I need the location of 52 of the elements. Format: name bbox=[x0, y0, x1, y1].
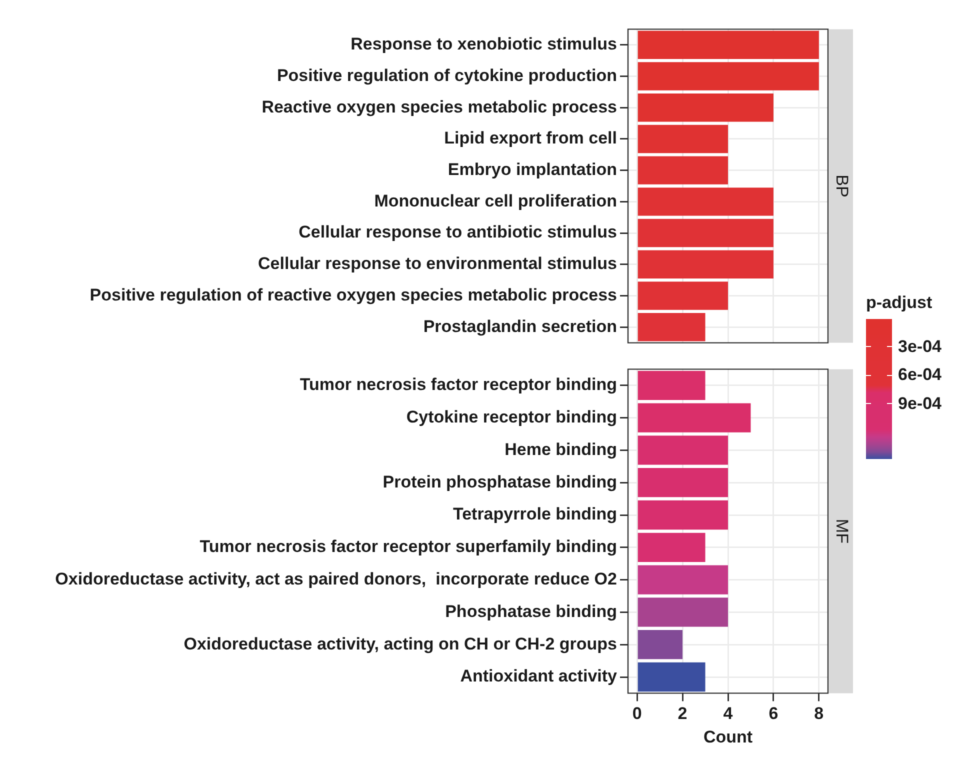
bar bbox=[638, 630, 683, 660]
y-tick-label: Response to xenobiotic stimulus bbox=[350, 34, 617, 54]
bar bbox=[638, 500, 728, 530]
bar bbox=[638, 93, 774, 122]
bar bbox=[638, 370, 706, 400]
bar bbox=[638, 282, 728, 310]
y-tick-label: Cytokine receptor binding bbox=[406, 407, 617, 426]
bar bbox=[638, 156, 728, 184]
y-tick-label: Antioxidant activity bbox=[460, 666, 618, 686]
bar bbox=[638, 188, 774, 216]
text: BP bbox=[832, 174, 852, 198]
x-tick-label: 2 bbox=[678, 704, 688, 724]
y-tick-label: Embryo implantation bbox=[448, 160, 617, 180]
y-tick-label: Cellular response to antibiotic stimulus bbox=[298, 222, 617, 242]
bar bbox=[638, 468, 728, 498]
y-tick-label: Tumor necrosis factor receptor superfamily binding bbox=[200, 537, 617, 556]
bar bbox=[638, 218, 774, 248]
color-bar-label: 6e-04 bbox=[898, 365, 942, 386]
y-tick-label: Oxidoreductase activity, acting on CH or CH-2 groups bbox=[184, 634, 617, 654]
bar bbox=[638, 598, 728, 627]
bar bbox=[638, 565, 728, 594]
bar bbox=[638, 62, 819, 90]
x-tick-label: 4 bbox=[723, 704, 734, 724]
bar bbox=[638, 30, 819, 59]
y-tick-label: Phosphatase binding bbox=[445, 602, 617, 621]
y-tick-label: Heme binding bbox=[504, 440, 617, 459]
bar bbox=[638, 436, 728, 465]
y-tick-label: Positive regulation of reactive oxygen species metabolic process bbox=[90, 285, 617, 304]
bar bbox=[638, 532, 706, 562]
y-tick-label: Mononuclear cell proliferation bbox=[374, 191, 617, 210]
y-tick-label: Tumor necrosis factor receptor binding bbox=[300, 375, 617, 394]
x-tick-label: 0 bbox=[632, 704, 642, 724]
color-bar-label: 3e-04 bbox=[898, 336, 942, 357]
bar bbox=[638, 124, 728, 154]
x-axis-title: Count bbox=[703, 727, 753, 746]
y-tick-label: Positive regulation of cytokine production bbox=[276, 66, 617, 85]
y-tick-label: Reactive oxygen species metabolic process bbox=[262, 97, 617, 116]
color-bar-label: 9e-04 bbox=[898, 394, 942, 414]
y-tick-label: Lipid export from cell bbox=[444, 128, 617, 148]
text: MF bbox=[832, 518, 852, 544]
x-tick-label: 8 bbox=[814, 704, 824, 724]
bar bbox=[638, 250, 774, 279]
y-tick-label: Tetrapyrrole binding bbox=[452, 504, 617, 524]
color-bar-title: p-adjust bbox=[866, 293, 932, 313]
y-tick-label: Protein phosphatase binding bbox=[382, 472, 617, 492]
bar bbox=[638, 662, 706, 692]
y-tick-label: Prostaglandin secretion bbox=[423, 316, 617, 336]
bar bbox=[638, 313, 706, 342]
bar bbox=[638, 403, 751, 432]
y-tick-label: Cellular response to environmental stimulus bbox=[258, 254, 617, 274]
y-tick-label: Oxidoreductase activity, act as paired donors, incorporate reduce O2 bbox=[55, 569, 617, 588]
x-tick-label: 6 bbox=[768, 704, 778, 724]
